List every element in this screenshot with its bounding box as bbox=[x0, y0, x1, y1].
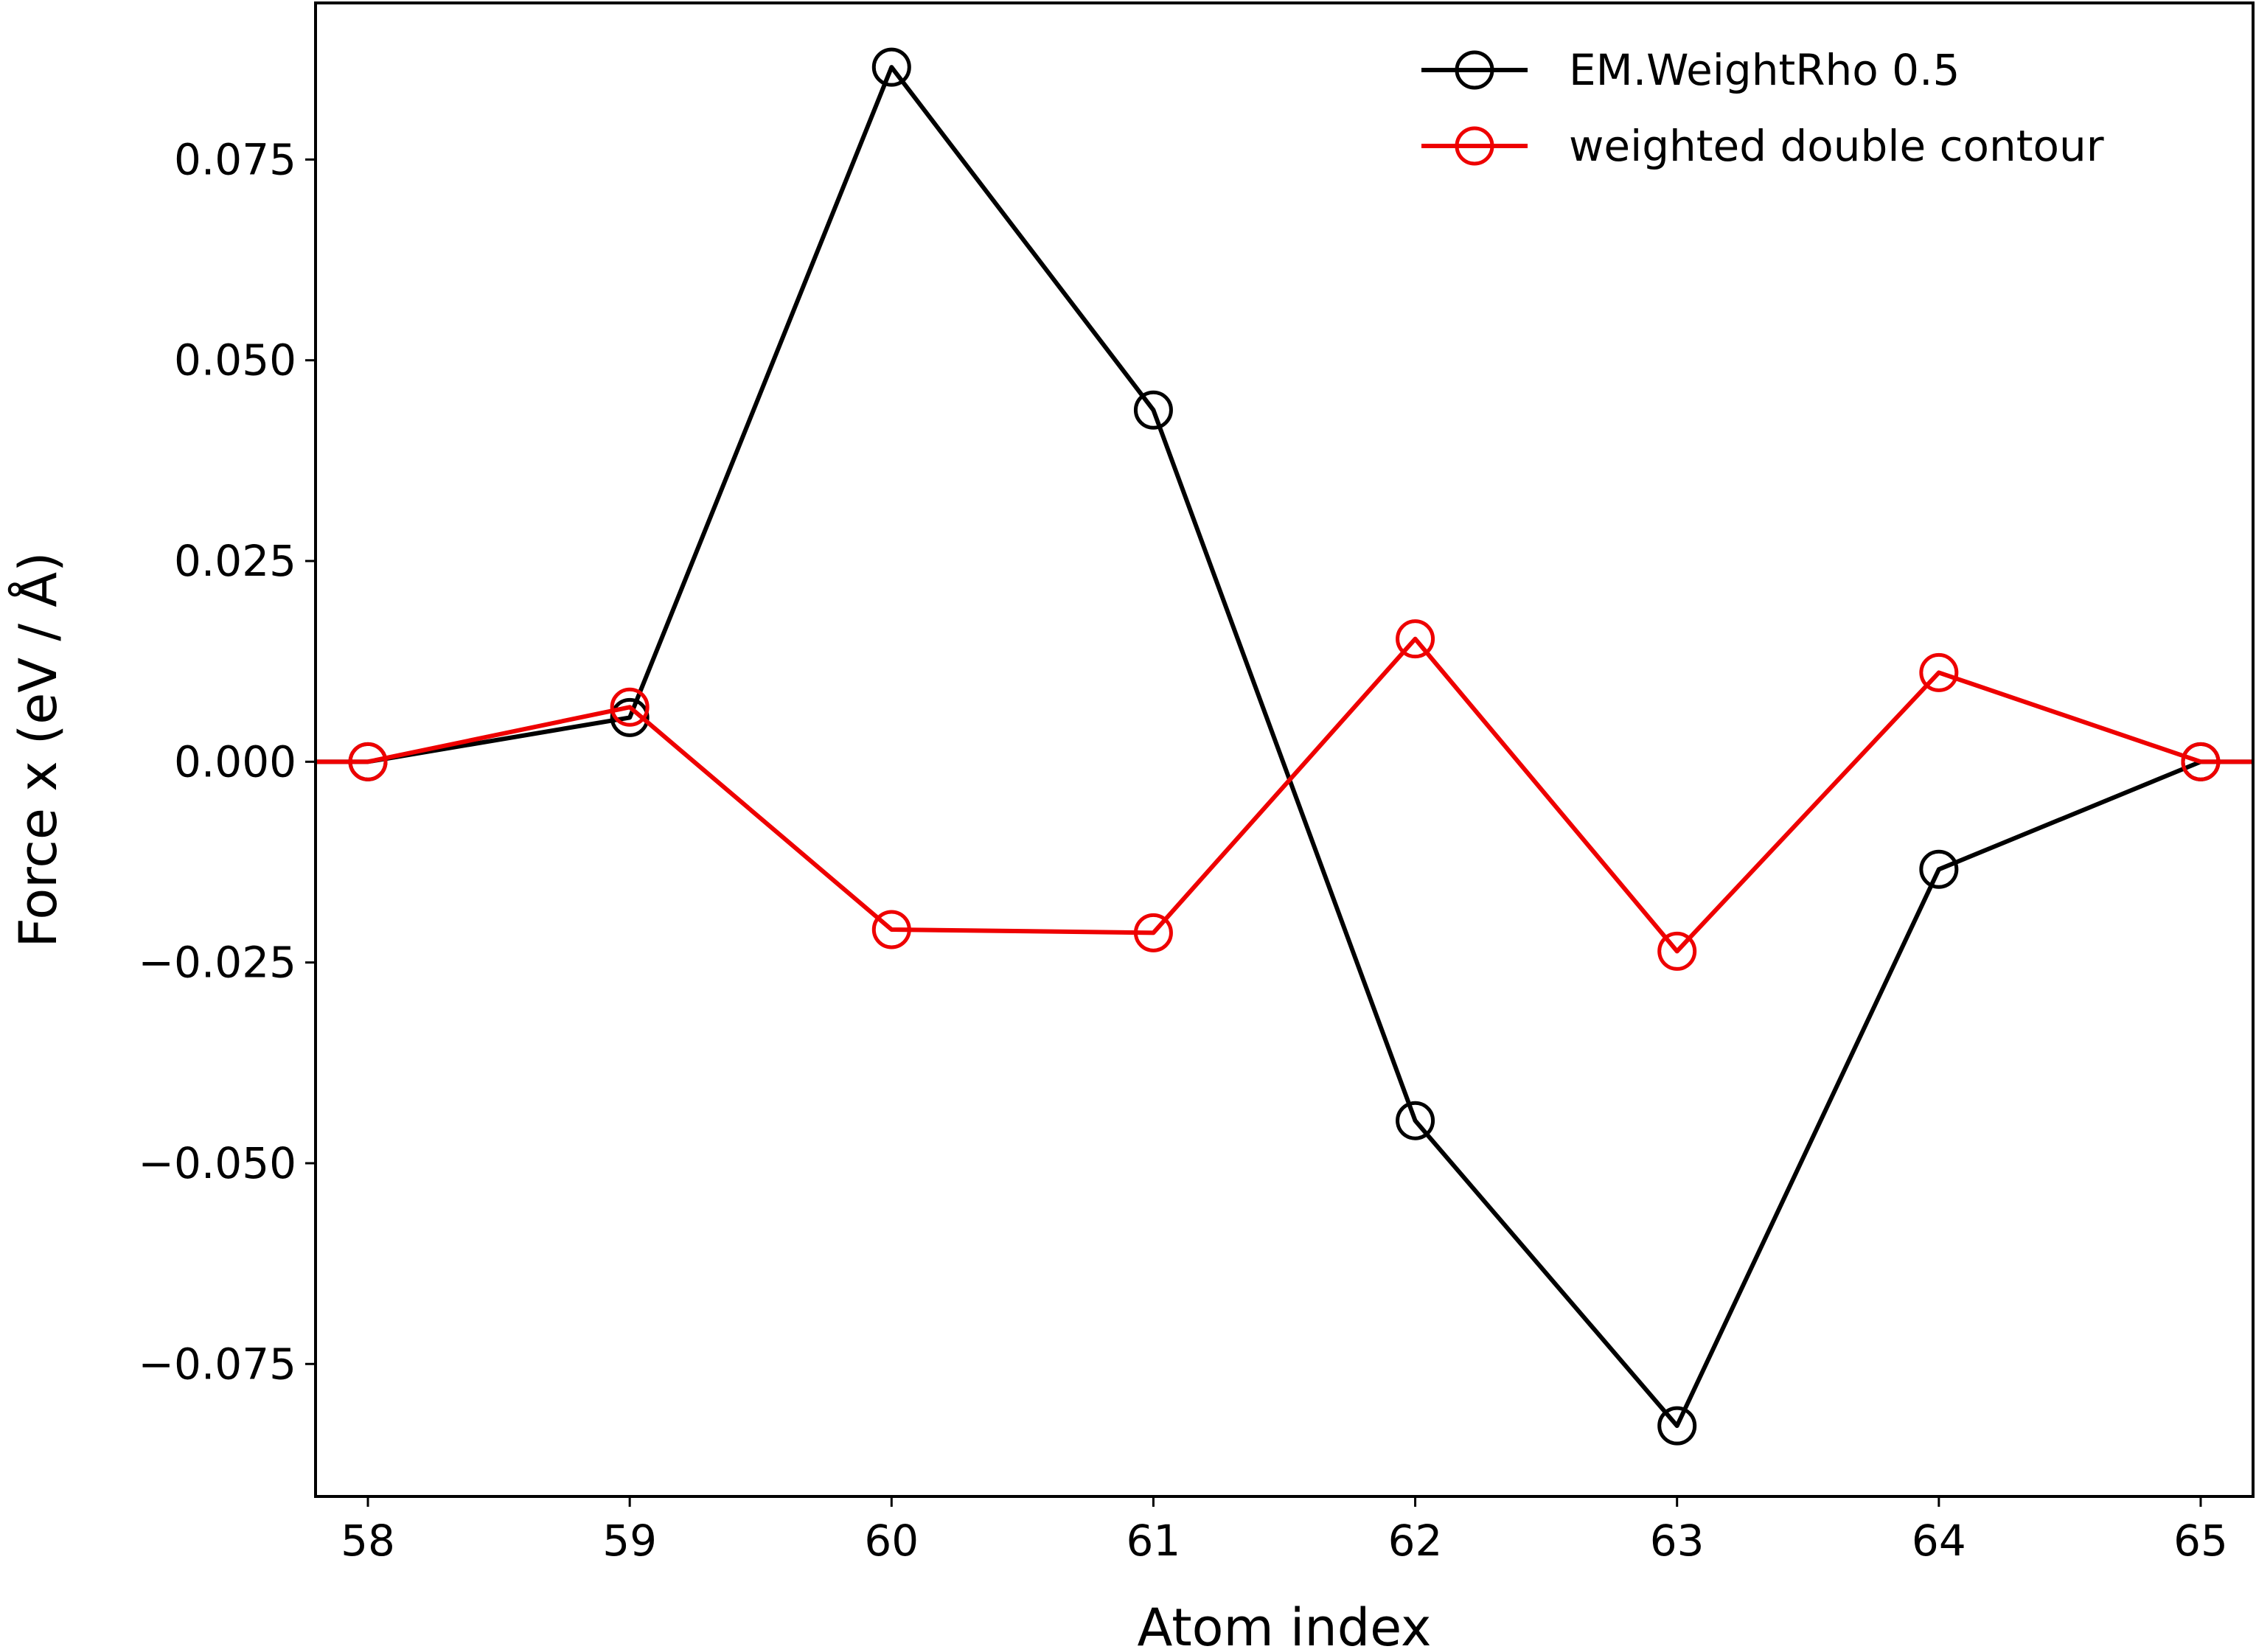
y-axis-label: Force x (eV / Å) bbox=[8, 552, 69, 948]
data-point bbox=[1133, 390, 1173, 430]
legend-marker bbox=[1455, 50, 1494, 90]
y-tick-label: −0.050 bbox=[138, 1138, 296, 1188]
y-tick-label: 0.000 bbox=[174, 736, 296, 787]
legend-label: EM.WeightRho 0.5 bbox=[1569, 45, 1960, 95]
series-line bbox=[316, 65, 2253, 1429]
legend-marker bbox=[1455, 126, 1494, 166]
series-line bbox=[316, 636, 2253, 954]
plot-frame bbox=[314, 1, 2255, 1498]
series-2 bbox=[316, 619, 2253, 971]
x-axis-label: Atom index bbox=[1138, 1597, 1432, 1652]
y-tick-label: 0.050 bbox=[174, 335, 296, 386]
x-tick-label: 61 bbox=[1127, 1516, 1181, 1566]
data-point bbox=[1657, 1406, 1697, 1446]
data-point bbox=[1919, 849, 1959, 889]
data-point bbox=[871, 910, 911, 949]
x-tick-label: 59 bbox=[602, 1516, 657, 1566]
series-layer bbox=[316, 47, 2253, 1446]
data-point bbox=[610, 687, 650, 727]
x-tick-label: 63 bbox=[1650, 1516, 1705, 1566]
data-point bbox=[871, 47, 911, 87]
y-axis: 0.075 0.050 0.025 0.000 −0.025 −0.050 −0.075 bbox=[138, 134, 316, 1389]
y-tick-label: 0.025 bbox=[174, 536, 296, 586]
data-point bbox=[1396, 1101, 1435, 1140]
y-tick-label: 0.075 bbox=[174, 134, 296, 184]
data-point bbox=[1657, 931, 1697, 971]
data-point bbox=[610, 697, 650, 737]
x-tick-label: 58 bbox=[341, 1516, 395, 1566]
legend-label: weighted double contour bbox=[1569, 121, 2104, 171]
x-tick-label: 62 bbox=[1388, 1516, 1443, 1566]
data-point bbox=[1919, 652, 1959, 692]
data-point bbox=[348, 742, 388, 781]
y-tick-label: −0.025 bbox=[138, 938, 296, 988]
data-point bbox=[1396, 619, 1435, 659]
legend: EM.WeightRho 0.5 weighted double contour bbox=[1421, 45, 2104, 171]
data-point bbox=[2181, 742, 2221, 781]
legend-item: EM.WeightRho 0.5 bbox=[1421, 45, 1960, 95]
y-tick-label: −0.075 bbox=[138, 1339, 296, 1389]
legend-item: weighted double contour bbox=[1421, 121, 2104, 171]
x-tick-label: 64 bbox=[1912, 1516, 1966, 1566]
data-point bbox=[1133, 913, 1173, 952]
x-tick-label: 65 bbox=[2173, 1516, 2228, 1566]
x-axis: 58 59 60 61 62 63 64 65 bbox=[341, 1496, 2228, 1566]
x-tick-label: 60 bbox=[864, 1516, 919, 1566]
